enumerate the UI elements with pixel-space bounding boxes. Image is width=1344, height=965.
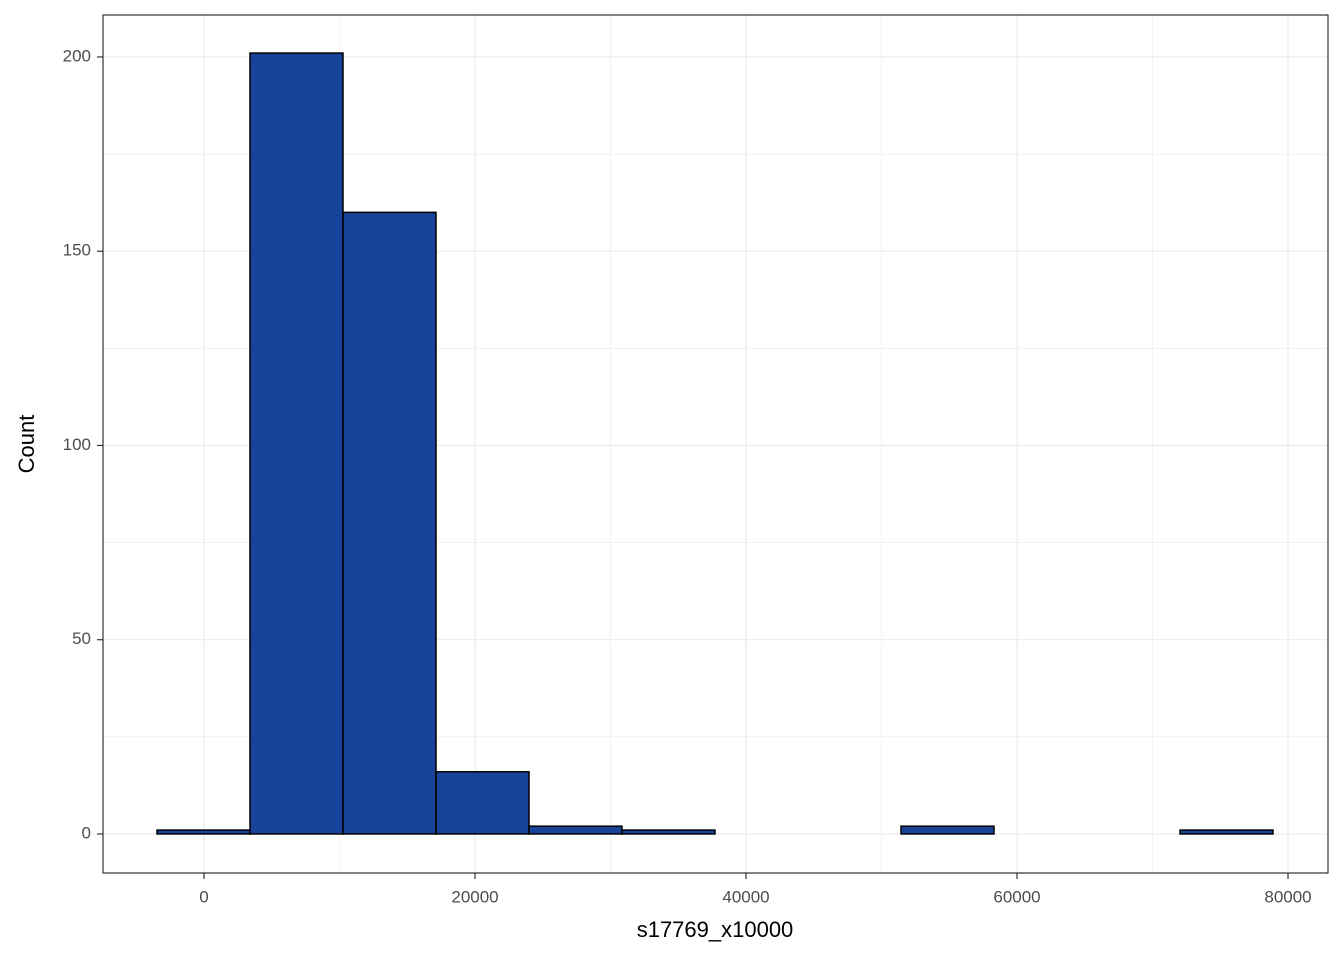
- panel-border: [102, 14, 1329, 874]
- bar: [900, 825, 995, 835]
- bar: [435, 771, 530, 835]
- x-tick-label: 40000: [722, 887, 769, 906]
- x-tick-label: 20000: [451, 887, 498, 906]
- y-tick-label: 0: [82, 823, 91, 842]
- bar: [1179, 829, 1274, 835]
- y-tick-label: 50: [72, 629, 91, 648]
- y-tick-label: 150: [63, 241, 91, 260]
- bars: [156, 52, 1274, 835]
- bar: [621, 829, 716, 835]
- y-tick-label: 200: [63, 46, 91, 65]
- bar: [342, 211, 437, 835]
- x-tick-label: 60000: [993, 887, 1040, 906]
- bar: [528, 825, 623, 835]
- x-tick-label: 80000: [1264, 887, 1311, 906]
- bar: [156, 829, 251, 835]
- y-tick-label: 100: [63, 435, 91, 454]
- x-tick-label: 0: [199, 887, 208, 906]
- y-axis-title: Count: [14, 415, 39, 474]
- bar: [249, 52, 344, 835]
- x-axis-title: s17769_x10000: [637, 917, 794, 942]
